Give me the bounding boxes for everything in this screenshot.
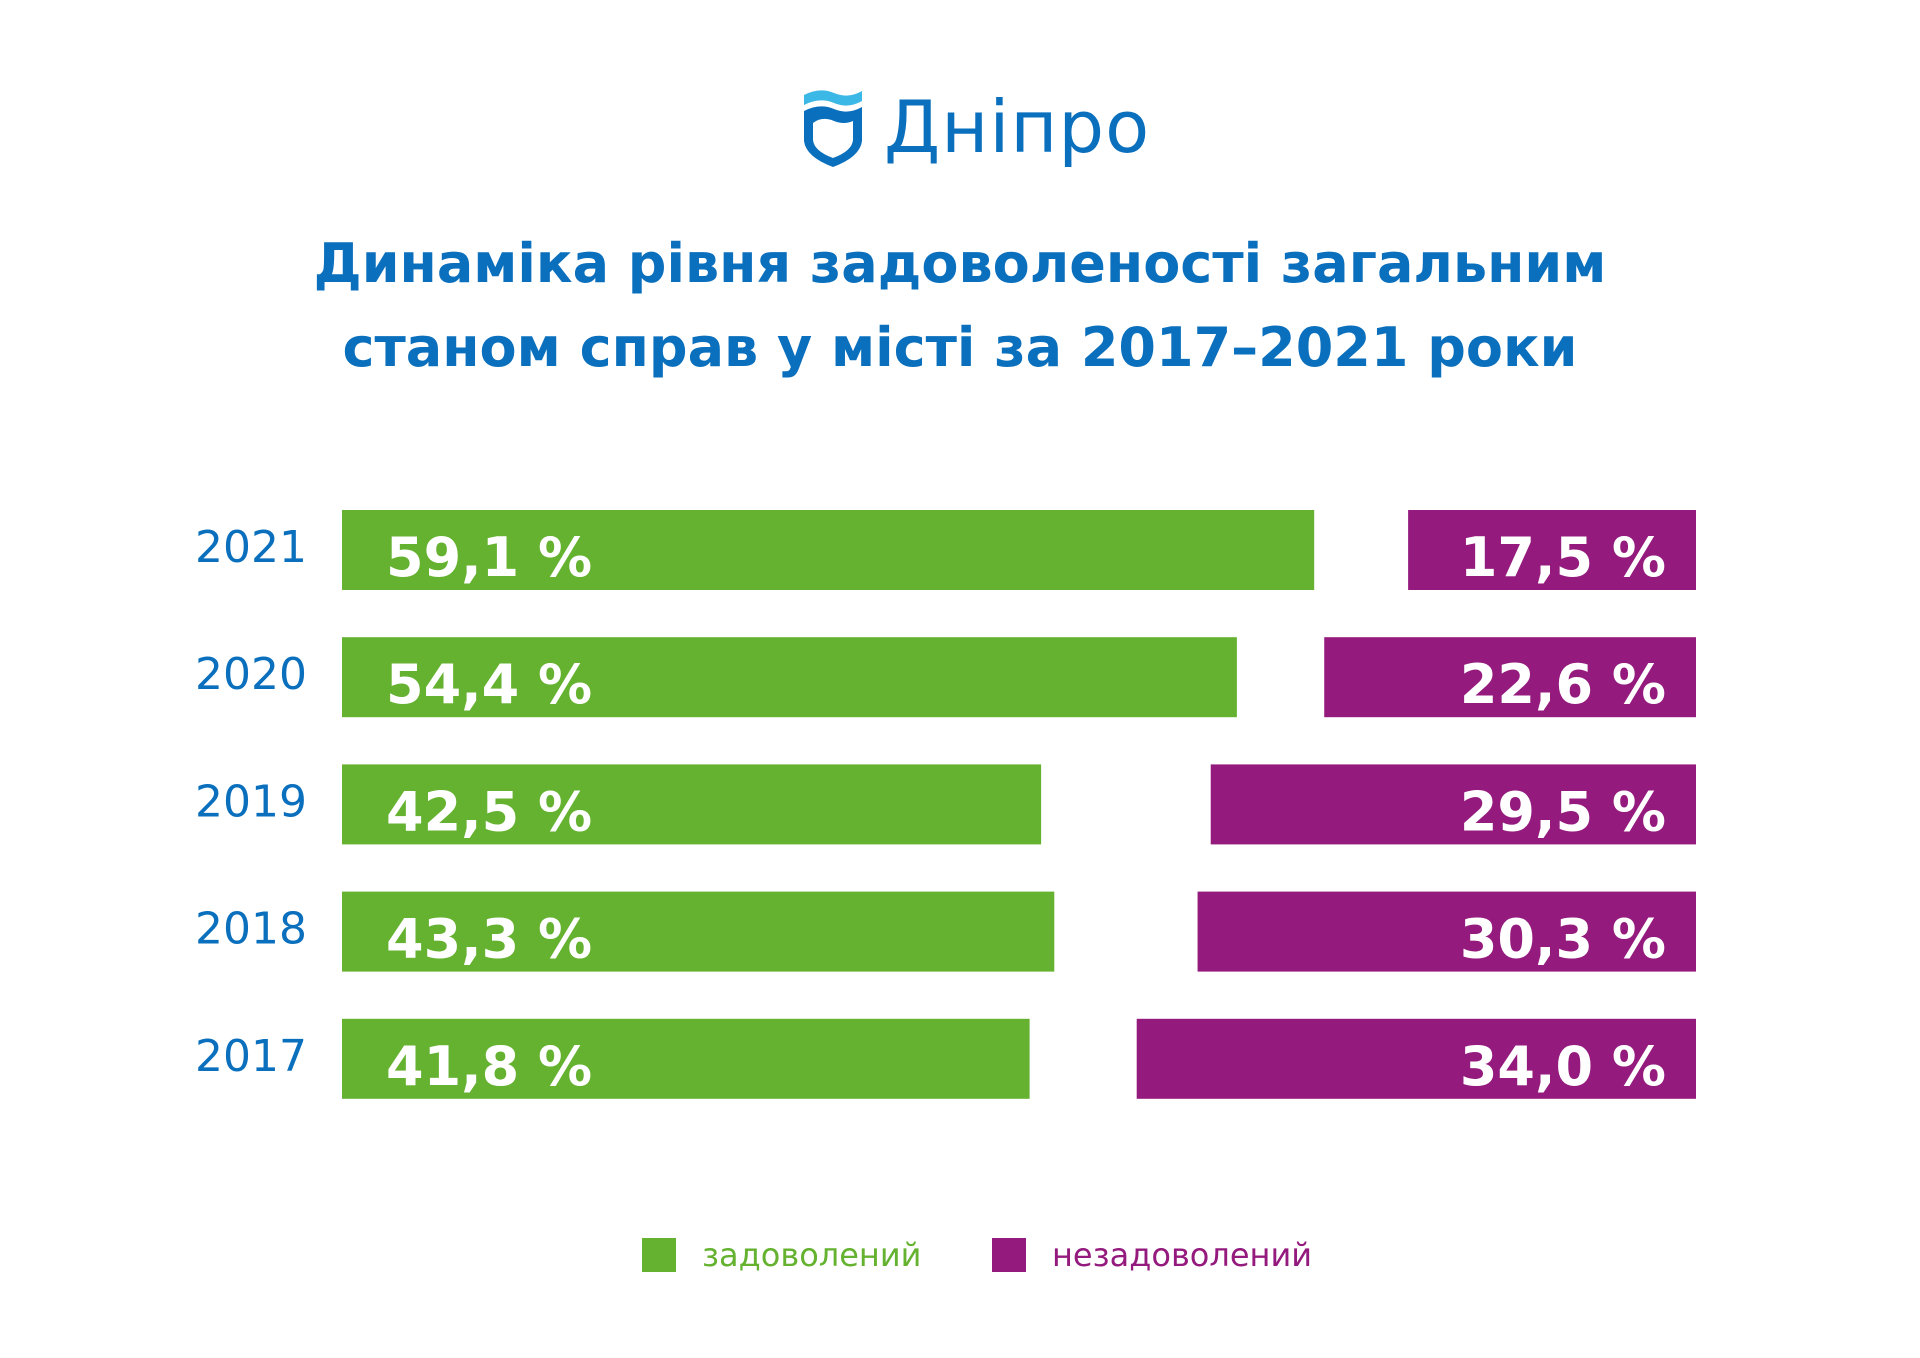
legend-swatch-dissatisfied: [992, 1238, 1026, 1272]
bar-dissatisfied: [1197, 891, 1696, 972]
title-line-2: станом справ у місті за 2017–2021 роки: [342, 316, 1578, 379]
legend-label-dissatisfied: незадоволений: [1052, 1236, 1313, 1274]
bar-label-satisfied: 43,3 %: [386, 908, 592, 971]
bar-label-dissatisfied: 22,6 %: [1460, 653, 1666, 716]
bar-label-dissatisfied: 17,5 %: [1460, 526, 1666, 589]
bar-dissatisfied: [1210, 764, 1696, 845]
chart-title: Динаміка рівня задоволеності загальним с…: [0, 222, 1920, 390]
year-label: 2019: [195, 776, 307, 827]
bar-satisfied: [342, 510, 1315, 590]
bar-chart: 2021 59,1 % 17,5 % 2020 54,4 % 22,6 % 2019 42,5…: [195, 510, 1696, 1099]
bar-label-dissatisfied: 34,0 %: [1460, 1035, 1666, 1098]
bar-dissatisfied: [1324, 637, 1696, 718]
bar-label-satisfied: 59,1 %: [386, 526, 592, 589]
legend-swatch-satisfied: [642, 1238, 676, 1272]
bar-satisfied: [342, 637, 1237, 718]
bar-satisfied: [342, 891, 1055, 972]
logo-text: Дніпро: [884, 85, 1151, 169]
shield-icon: [804, 90, 862, 167]
bar-label-satisfied: 42,5 %: [386, 780, 592, 843]
year-label: 2018: [195, 904, 307, 955]
bar-label-satisfied: 41,8 %: [386, 1035, 592, 1098]
legend-dissatisfied: незадоволений: [992, 1236, 1312, 1274]
bar-label-dissatisfied: 30,3 %: [1460, 908, 1666, 971]
bar-dissatisfied: [1136, 1018, 1696, 1099]
year-label: 2020: [195, 649, 307, 700]
title-line-1: Динаміка рівня задоволеності загальним: [313, 232, 1607, 295]
year-label: 2021: [195, 522, 307, 573]
legend-satisfied: задоволений: [642, 1236, 921, 1274]
bar-satisfied: [342, 764, 1042, 845]
bar-label-dissatisfied: 29,5 %: [1460, 780, 1666, 843]
legend-label-satisfied: задоволений: [702, 1236, 922, 1274]
year-label: 2017: [195, 1031, 307, 1082]
bar-dissatisfied: [1408, 510, 1696, 590]
bar-label-satisfied: 54,4 %: [386, 653, 592, 716]
bar-satisfied: [342, 1018, 1030, 1099]
logo: Дніпро: [800, 82, 1150, 172]
